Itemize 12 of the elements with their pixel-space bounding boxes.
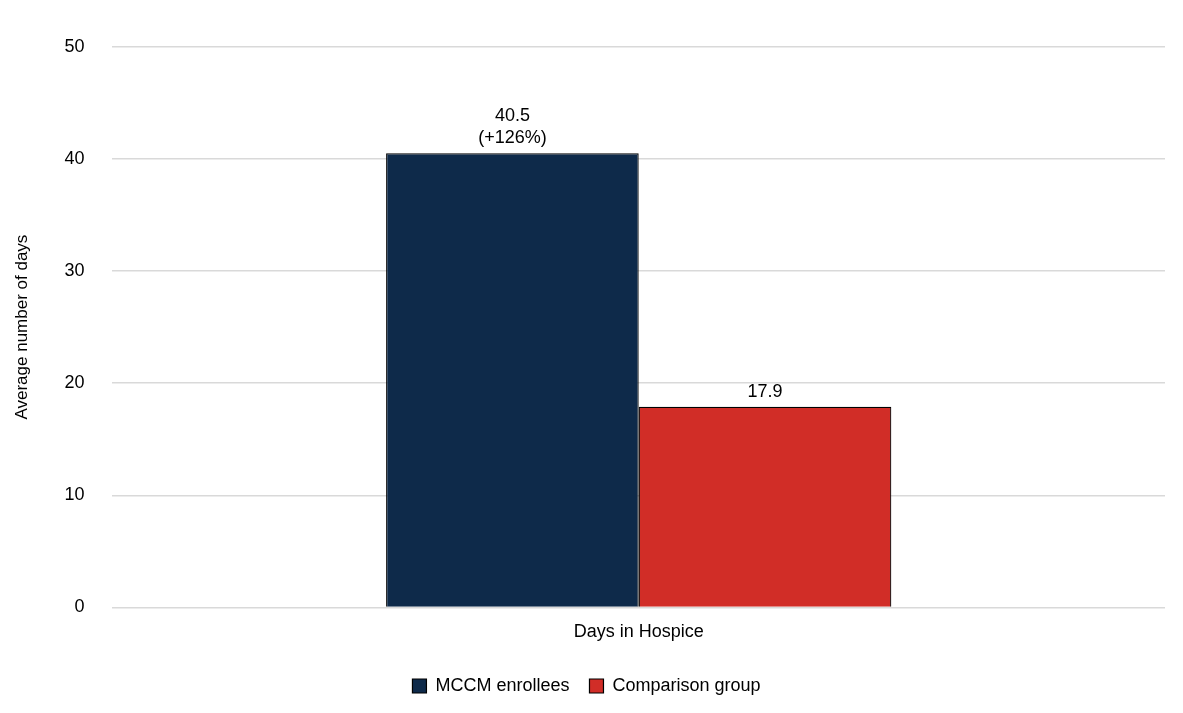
y-axis-title: Average number of days [11, 234, 31, 420]
y-tick-label: 20 [64, 372, 85, 393]
y-tick-label: 30 [64, 260, 85, 281]
y-tick-label: 0 [74, 596, 85, 617]
data-label: 40.5 (+126%) [478, 105, 547, 148]
data-label: 17.9 [747, 380, 783, 401]
y-tick-label: 10 [64, 484, 85, 505]
legend-label: MCCM enrollees [435, 674, 570, 695]
y-tick-label: 50 [64, 35, 85, 56]
legend-label: Comparison group [612, 674, 761, 695]
x-tick-label: Days in Hospice [573, 621, 704, 642]
y-tick-label: 40 [64, 147, 85, 168]
